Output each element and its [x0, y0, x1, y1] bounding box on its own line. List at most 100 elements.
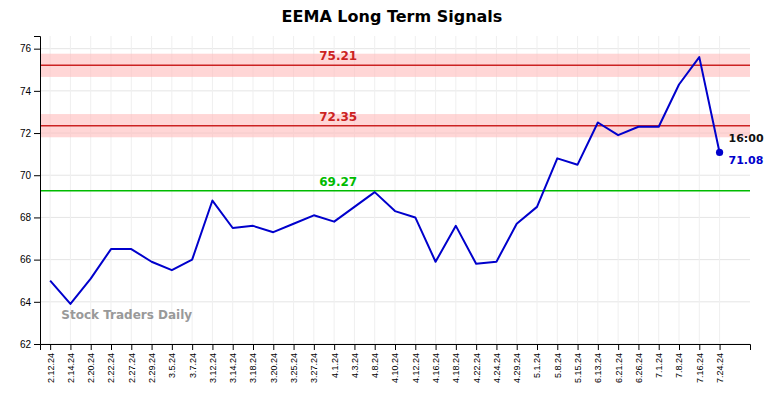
x-tick-mark: [212, 344, 213, 350]
x-tick-label: 3.18.24: [248, 353, 258, 383]
x-tick: 4.24.24: [492, 344, 502, 383]
x-tick-label: 3.12.24: [208, 353, 218, 383]
x-tick-label: 2.14.24: [66, 353, 76, 383]
price-line: [50, 57, 719, 304]
x-tick: 2.12.24: [46, 344, 56, 383]
y-tick-label: 64: [20, 297, 32, 308]
marks: [40, 54, 750, 304]
x-tick-label: 3.7.24: [188, 353, 198, 378]
x-tick: 4.16.24: [431, 344, 441, 383]
x-tick: 7.16.24: [695, 344, 705, 383]
x-tick: 2.27.24: [127, 344, 137, 383]
x-tick-label: 5.15.24: [573, 353, 583, 383]
y-tick-mark: [34, 344, 40, 345]
reference-line-label: 75.21: [319, 49, 357, 63]
x-tick: 2.29.24: [147, 344, 157, 383]
x-axis-line: [41, 345, 751, 351]
x-axis: 2.12.24 2.14.24 2.20.24 2.22.24 2.27.24 2.29.…: [41, 344, 751, 383]
reference-line-label: 72.35: [319, 110, 357, 124]
x-tick-label: 4.12.24: [411, 353, 421, 383]
x-tick: 3.14.24: [228, 344, 238, 383]
x-tick-label: 5.1.24: [532, 353, 542, 378]
chart: EEMA Long Term Signals62646668707274762.…: [0, 0, 784, 398]
y-tick-mark: [34, 302, 40, 303]
y-tick-label: 72: [20, 128, 32, 139]
x-tick-label: 7.1.24: [654, 353, 664, 378]
x-tick-mark: [131, 344, 132, 350]
x-tick-label: 7.8.24: [674, 353, 684, 378]
watermark: Stock Traders Daily: [61, 308, 192, 322]
x-tick: 2.20.24: [86, 344, 96, 383]
x-tick-mark: [50, 344, 51, 350]
x-tick-label: 6.21.24: [614, 353, 624, 383]
x-tick-mark: [496, 344, 497, 350]
x-tick-mark: [152, 344, 153, 350]
x-tick-mark: [172, 344, 173, 350]
x-tick-label: 4.22.24: [472, 353, 482, 383]
x-tick-mark: [699, 344, 700, 350]
y-tick-label: 62: [20, 339, 32, 350]
x-tick: 2.22.24: [106, 344, 116, 383]
x-tick-mark: [517, 344, 518, 350]
x-tick-label: 3.25.24: [289, 353, 299, 383]
x-tick-label: 5.8.24: [553, 353, 563, 378]
x-tick-mark: [395, 344, 396, 350]
x-tick: 4.12.24: [411, 344, 421, 383]
x-tick-mark: [456, 344, 457, 350]
x-tick-label: 4.29.24: [512, 353, 522, 383]
x-tick-mark: [537, 344, 538, 350]
reference-line: [40, 190, 750, 192]
x-tick-mark: [334, 344, 335, 350]
x-tick-label: 2.29.24: [147, 353, 157, 383]
x-tick-label: 2.27.24: [127, 353, 137, 383]
x-tick: 5.8.24: [553, 344, 563, 378]
x-tick-mark: [233, 344, 234, 350]
y-tick-mark: [34, 175, 40, 176]
x-tick-mark: [70, 344, 71, 350]
x-tick-label: 3.5.24: [167, 353, 177, 378]
x-tick-label: 6.26.24: [634, 353, 644, 383]
x-tick: 7.24.24: [715, 344, 725, 383]
x-tick-mark: [111, 344, 112, 350]
y-tick: 76: [20, 43, 40, 54]
y-tick-mark: [34, 91, 40, 92]
x-tick: 4.3.24: [350, 344, 360, 378]
x-tick-mark: [273, 344, 274, 350]
x-tick-mark: [618, 344, 619, 350]
y-tick: 66: [20, 254, 40, 265]
x-tick: 6.21.24: [614, 344, 624, 383]
y-tick-mark: [34, 217, 40, 218]
x-tick-label: 6.13.24: [593, 353, 603, 383]
x-tick-label: 2.20.24: [86, 353, 96, 383]
x-tick-label: 3.27.24: [309, 353, 319, 383]
y-tick-label: 74: [20, 86, 32, 97]
x-tick-mark: [192, 344, 193, 350]
x-tick-label: 4.24.24: [492, 353, 502, 383]
x-tick-mark: [436, 344, 437, 350]
x-tick-label: 4.18.24: [451, 353, 461, 383]
band: [40, 114, 750, 137]
grid: [40, 36, 750, 344]
x-tick: 3.25.24: [289, 344, 299, 383]
x-tick: 7.1.24: [654, 344, 664, 378]
x-tick: 3.18.24: [248, 344, 258, 383]
x-tick: 3.5.24: [167, 344, 177, 378]
y-tick-mark: [34, 49, 40, 50]
x-tick-label: 4.1.24: [330, 353, 340, 378]
x-tick-label: 4.8.24: [370, 353, 380, 378]
x-tick-mark: [679, 344, 680, 350]
y-tick-label: 68: [20, 212, 32, 223]
x-tick-label: 3.20.24: [269, 353, 279, 383]
y-axis: 6264666870727476: [20, 37, 41, 350]
x-tick: 3.12.24: [208, 344, 218, 383]
x-tick-label: 4.3.24: [350, 353, 360, 378]
y-tick: 64: [20, 297, 40, 308]
x-tick: 3.7.24: [188, 344, 198, 378]
last-point: [716, 149, 723, 156]
x-tick-label: 4.16.24: [431, 353, 441, 383]
last-value-annotation: 71.08: [729, 154, 764, 167]
x-tick: 6.26.24: [634, 344, 644, 383]
x-tick-label: 2.22.24: [106, 353, 116, 383]
x-tick-mark: [557, 344, 558, 350]
x-tick-mark: [354, 344, 355, 350]
